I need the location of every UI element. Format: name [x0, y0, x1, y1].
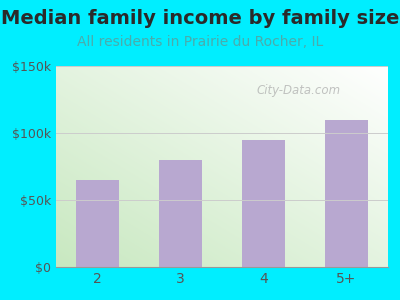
Bar	[159, 160, 202, 267]
Text: City-Data.com: City-Data.com	[256, 84, 340, 97]
Bar	[242, 140, 285, 267]
Bar	[325, 120, 368, 267]
Text: All residents in Prairie du Rocher, IL: All residents in Prairie du Rocher, IL	[77, 34, 323, 49]
Text: Median family income by family size: Median family income by family size	[1, 9, 399, 28]
Bar	[76, 180, 119, 267]
